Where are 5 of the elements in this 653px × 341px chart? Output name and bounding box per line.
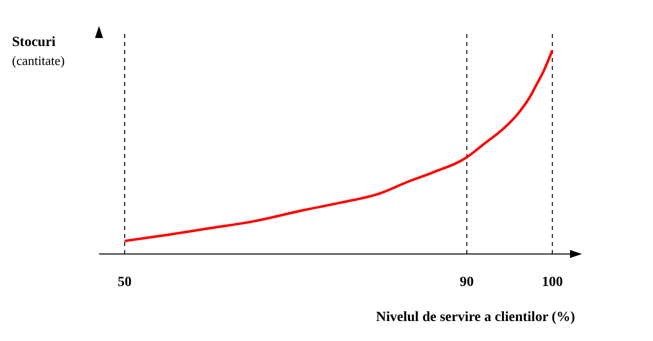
x-tick-label: 50: [118, 274, 132, 290]
y-axis-title: Stocuri (cantitate): [12, 34, 65, 70]
x-axis-title: Nivelul de servire a clientilor (%): [376, 310, 575, 326]
x-tick-label: 100: [542, 274, 563, 290]
x-tick-label: 90: [460, 274, 474, 290]
